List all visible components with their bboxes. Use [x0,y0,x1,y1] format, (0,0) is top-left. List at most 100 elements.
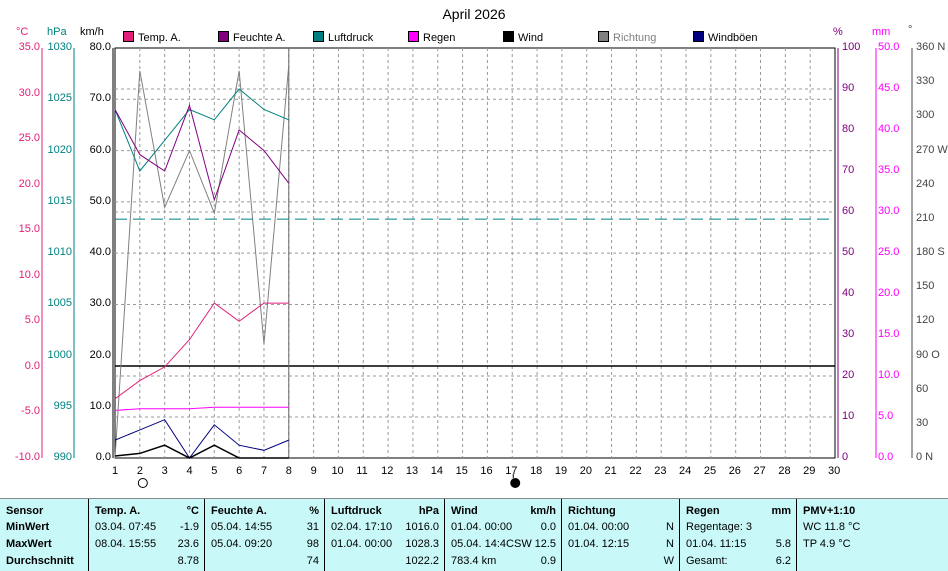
humidity-unit-label: % [833,26,843,38]
cell-label: 01.04. 11:15 [686,538,747,550]
legend-label: Temp. A. [138,32,181,44]
cell-label: WC 11.8 °C [803,521,861,533]
x-tick: 23 [654,465,667,477]
table-column: Luftdruck hPa 02.04. 17:10 1016.0 01.04. 00:… [324,499,445,571]
cell-label: 05.04. 09:20 [211,538,273,550]
row-label: MinWert [6,521,50,533]
cell-value: 1022.2 [405,555,439,567]
legend-label: Regen [423,32,456,44]
rain-tick: 10.0 [878,369,900,381]
humidity-tick: 90 [842,82,855,94]
series-humidity-line [114,103,290,202]
series-rain-line [114,406,289,411]
direction-tick: 120 [916,314,935,327]
legend-swatch [503,31,514,42]
x-tick: 4 [186,465,193,477]
cell-value: 0.0 [540,521,556,533]
x-tick: 8 [285,465,292,477]
table-column: Feuchte A.% 05.04. 14:55 31 05.04. 09:20 98 7… [204,499,325,571]
direction-tick: 270 W [916,143,948,156]
pressure-tick: 1015 [47,194,72,207]
legend-item: Temp. A. [123,31,181,45]
wind-tick: 10.0 [89,399,111,412]
humidity-tick: 50 [842,246,855,258]
temp-tick: 10.0 [18,268,40,281]
humidity-tick: 100 [842,41,861,53]
x-tick: 6 [236,465,243,477]
temp-unit-label: °C [16,26,29,38]
wind-tick: 70.0 [89,92,111,105]
cell-value: 12.5 [534,538,556,550]
direction-tick: 90 O [916,348,940,361]
column-unit: mm [771,505,791,517]
pressure-tick: 1010 [47,246,72,258]
x-tick: 27 [753,465,766,477]
humidity-tick: 20 [842,369,855,381]
x-tick: 18 [530,465,543,477]
direction-tick: 330 [916,75,935,88]
x-tick: 25 [703,465,717,477]
temp-tick: 20.0 [18,177,40,190]
rain-tick: 0.0 [878,451,894,463]
column-header: Luftdruck [331,505,382,517]
legend-swatch [598,31,609,42]
x-tick: 11 [356,465,368,477]
pressure-tick: 1005 [47,297,72,310]
x-tick: 10 [331,465,344,477]
temp-tick: 15.0 [18,223,40,236]
column-header: Regen [686,505,720,517]
legend-item: Regen [408,31,455,45]
cell-label: 01.04. 00:00 [568,521,630,533]
direction-tick: 60 [916,382,929,395]
cell-label: 05.04. 14:4CSW [451,538,532,550]
pressure-tick: 1000 [47,348,72,361]
x-tick: 3 [161,465,168,477]
legend-swatch [123,31,134,42]
column-header: Wind [451,505,478,517]
series-temp-line [114,302,289,400]
pressure-tick: 995 [53,399,72,412]
rain-tick: 15.0 [878,328,900,340]
legend-swatch [313,31,324,42]
series-pressure-line [114,88,289,172]
legend-item: Richtung [598,31,656,45]
wind-tick: 40.0 [89,246,111,259]
pressure-tick: 990 [53,451,72,463]
series-wind-line [114,444,289,459]
rain-unit-label: mm [872,26,891,38]
temp-tick: 35.0 [18,41,40,53]
direction-unit-label: ° [908,24,913,36]
legend-item: Luftdruck [313,31,373,45]
humidity-tick: 60 [842,205,855,217]
x-tick: 29 [803,465,816,477]
row-label: MaxWert [6,538,52,550]
cell-value: 23.6 [177,538,199,550]
cell-value: 31 [306,521,319,533]
humidity-tick: 30 [842,328,855,340]
legend-label: Wind [518,32,544,44]
new-moon-icon [510,478,521,488]
legend-swatch [218,31,229,42]
cell-value: -1.9 [180,521,199,533]
rain-tick: 40.0 [878,123,900,135]
column-header: PMV+1:10 [803,505,856,517]
legend-item: Feuchte A. [218,31,286,45]
rain-tick: 50.0 [878,41,900,53]
table-column: Wind km/h 01.04. 00:00 0.0 05.04. 14:4CSW 12.… [444,499,562,571]
humidity-tick: 80 [842,123,855,135]
pressure-tick: 1030 [47,41,72,53]
full-moon-icon [137,478,148,488]
legend-label: Luftdruck [328,32,374,44]
humidity-tick: 0 [842,451,849,463]
x-tick: 13 [405,465,419,477]
column-header: Richtung [568,505,616,517]
weather-chart [41,47,913,488]
x-tick: 15 [455,465,468,477]
x-tick: 9 [310,465,317,477]
cell-label: 01.04. 12:15 [568,538,630,550]
cell-label: 08.04. 15:55 [95,538,157,550]
humidity-tick: 70 [842,164,855,176]
x-tick: 19 [554,465,568,477]
rain-tick: 25.0 [878,246,900,258]
table-column: Richtung 01.04. 00:00 N 01.04. 12:15 N W [561,499,680,571]
